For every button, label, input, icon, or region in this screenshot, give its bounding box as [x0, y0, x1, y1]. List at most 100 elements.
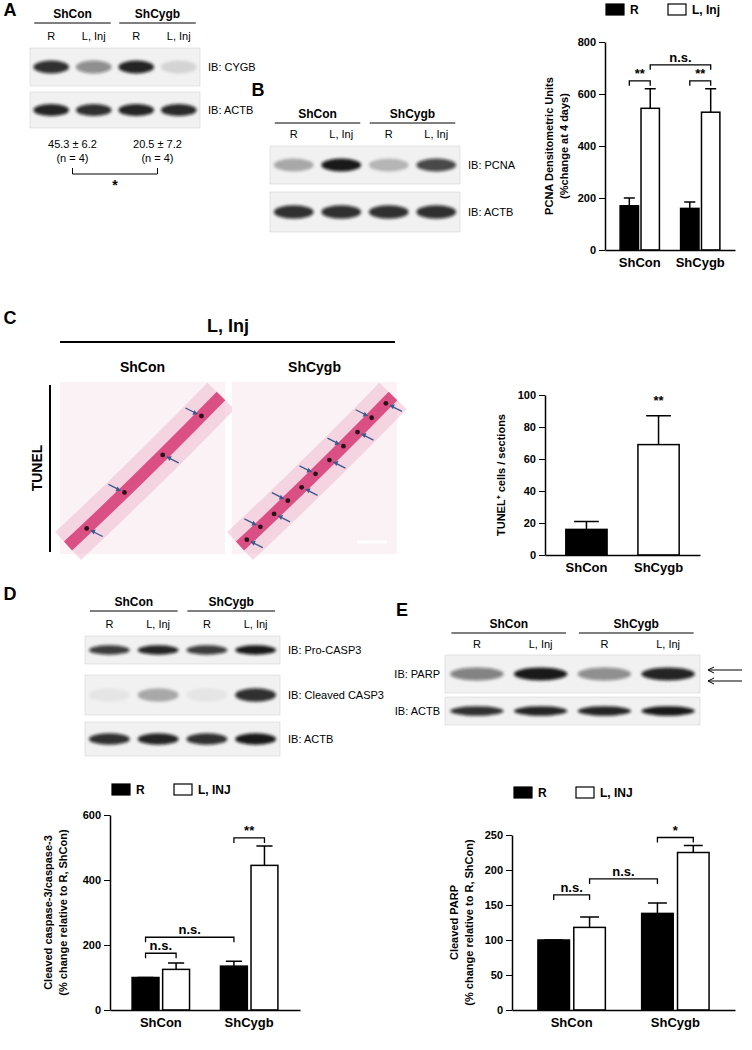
- tick-label: ShCygb: [634, 560, 683, 575]
- lane-label: L, Inj: [424, 128, 448, 140]
- cell-arrow: [108, 484, 120, 490]
- band: [186, 688, 227, 702]
- blot: [85, 636, 280, 664]
- group-rule: [370, 123, 456, 124]
- panel-e: EShConShCygbRL, InjRL, InjIB: PARPIB: AC…: [394, 600, 742, 725]
- y-tick: 200: [578, 192, 605, 204]
- y-tick: 200: [485, 864, 512, 876]
- band: [416, 205, 456, 219]
- bar: [251, 865, 278, 1010]
- stat-n: (n = 4): [56, 152, 88, 164]
- bracket: [650, 65, 710, 70]
- group-rule: [119, 23, 196, 24]
- micrograph: [232, 382, 397, 554]
- band: [274, 205, 314, 219]
- y-tick: 80: [524, 421, 545, 433]
- title-rule: [60, 341, 395, 343]
- y-tick: 400: [578, 140, 605, 152]
- blot-label: IB: ACTB: [288, 733, 333, 745]
- y-tick: 600: [83, 809, 110, 821]
- lane-label: L, Inj: [82, 30, 106, 42]
- tick-label: 100: [485, 934, 503, 946]
- blot-label: IB: Cleaved CASP3: [288, 689, 384, 701]
- band: [138, 733, 179, 745]
- stat-value: 20.5 ± 7.2: [133, 138, 182, 150]
- group-label: ShCon: [114, 595, 153, 609]
- bracket: [234, 838, 265, 843]
- tick-label: 100: [518, 389, 536, 401]
- tick-mark: [599, 146, 605, 147]
- tick-label: 0: [530, 549, 536, 561]
- axis-title: (% change relative to R, ShCon): [57, 829, 69, 996]
- panel-letter: B: [252, 80, 265, 100]
- cell-arrowhead: [251, 521, 256, 526]
- stat-value: 45.3 ± 6.2: [48, 138, 97, 150]
- panel-letter: E: [396, 600, 408, 620]
- tick-mark: [104, 945, 110, 946]
- tick-label: 0: [497, 1004, 503, 1016]
- tick-mark: [539, 491, 545, 492]
- tunel-cell: [341, 444, 346, 449]
- error-bar: [544, 939, 563, 941]
- y-tick: 0: [590, 244, 605, 256]
- bracket: [146, 937, 234, 942]
- cell-arrow: [185, 408, 197, 414]
- tick-mark: [506, 835, 512, 836]
- band: [416, 159, 456, 172]
- panel-a: AShConShCygbRL, InjRL, InjIB: CYGBIB: AC…: [4, 0, 256, 193]
- plot-area: [538, 846, 709, 1011]
- axis-line: [546, 555, 701, 557]
- legend-swatch: [606, 4, 624, 15]
- group-rule: [451, 633, 566, 634]
- legend-label: L, INJ: [600, 786, 633, 800]
- tunel-cell: [299, 485, 304, 490]
- blot: [30, 92, 200, 128]
- lane-label: R: [132, 30, 140, 42]
- significance: **: [695, 66, 706, 81]
- error-bar: [684, 846, 703, 853]
- blot-label: IB: Pro-CASP3: [288, 644, 361, 656]
- group-label: ShCon: [489, 617, 528, 631]
- lane-label: L, Inj: [167, 30, 191, 42]
- tick-label: ShCygb: [651, 1015, 700, 1030]
- lane-label: R: [203, 618, 211, 630]
- band: [186, 645, 227, 655]
- band: [235, 688, 276, 702]
- tick-mark: [506, 905, 512, 906]
- error-bar: [646, 416, 671, 445]
- band: [450, 668, 504, 681]
- group-rule: [187, 611, 275, 612]
- vessel-wall: [240, 396, 393, 546]
- tick-label: 60: [524, 453, 536, 465]
- tunel-cell: [244, 537, 249, 542]
- bar-chart: 020406080100ShConShCygbTUNEL⁺ cells / se…: [495, 389, 701, 575]
- significance: **: [635, 66, 646, 81]
- y-tick: 0: [95, 1004, 110, 1016]
- panel-d: DShConShCygbRL, InjRL, InjIB: Pro-CASP3I…: [4, 584, 385, 756]
- error-bar: [256, 846, 272, 866]
- error-bar: [574, 521, 599, 529]
- group-label: ShCygb: [135, 7, 180, 21]
- legend-swatch: [668, 4, 686, 15]
- group-label: ShCygb: [209, 595, 254, 609]
- significance: **: [244, 823, 255, 838]
- tunel-cell: [313, 471, 318, 476]
- legend-label: R: [630, 3, 639, 17]
- tissue: [68, 396, 221, 546]
- x-axis: ShConShCygb: [606, 250, 736, 270]
- blot-label: IB: ACTB: [208, 104, 253, 116]
- band: [89, 733, 130, 745]
- tissue: [240, 396, 393, 546]
- bar: [641, 108, 659, 250]
- x-tick: ShCon: [140, 1010, 182, 1030]
- tick-label: ShCon: [619, 255, 661, 270]
- lane-label: L, Inj: [329, 128, 353, 140]
- tick-mark: [506, 975, 512, 976]
- cell-arrowhead: [306, 488, 311, 493]
- bracket: [690, 81, 711, 86]
- axis-title: PCNA Densitometric Units: [543, 77, 555, 215]
- tunel-cell: [272, 511, 277, 516]
- band: [369, 205, 409, 219]
- panel-letter: A: [4, 0, 17, 20]
- blot-label: IB: PARP: [394, 668, 440, 680]
